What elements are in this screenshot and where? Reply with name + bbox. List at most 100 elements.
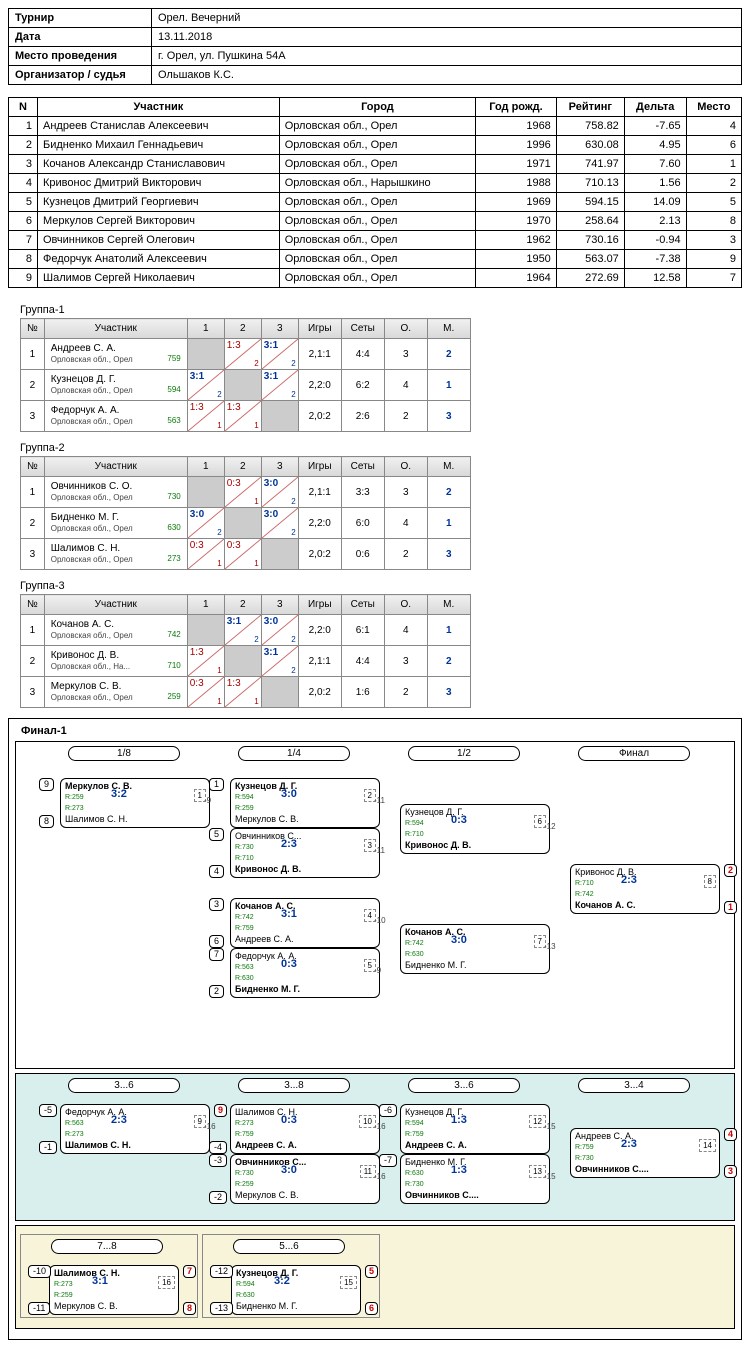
cell: Орловская обл., Орел	[279, 117, 475, 136]
participant-cell: Кузнецов Д. Г. Орловская обл., Орел594	[44, 370, 187, 401]
info-label: Турнир	[9, 9, 152, 28]
col-header: Участник	[44, 319, 187, 339]
cell: 4	[384, 615, 427, 646]
score-cell: 1:3 1	[187, 646, 224, 677]
cell: Шалимов Сергей Николаевич	[38, 269, 280, 288]
cell: 3	[384, 477, 427, 508]
cell: 1970	[476, 212, 557, 231]
score-cell: 3:0 2	[187, 508, 224, 539]
participant-cell: Овчинников С. О. Орловская обл., Орел730	[44, 477, 187, 508]
col-header: N	[9, 98, 38, 117]
score-cell: 1:3 1	[187, 401, 224, 432]
diag-cell	[224, 508, 261, 539]
bracket-title: Финал-1	[21, 725, 735, 737]
col-header: Игры	[298, 595, 341, 615]
diag-cell	[224, 646, 261, 677]
cell: 3	[384, 339, 427, 370]
score-cell: 1:3 1	[224, 401, 261, 432]
diag-cell	[187, 339, 224, 370]
cell: 1969	[476, 193, 557, 212]
col-header: М.	[427, 319, 470, 339]
cell: Орловская обл., Орел	[279, 231, 475, 250]
cell: 2	[686, 174, 741, 193]
cell: Орловская обл., Нарышкино	[279, 174, 475, 193]
score-cell: 0:3 1	[187, 539, 224, 570]
match-box: Меркулов С. В. R:259R:273 Шалимов С. Н. …	[60, 778, 210, 828]
cell: 730.16	[556, 231, 624, 250]
col-header: 2	[224, 319, 261, 339]
cell: 1996	[476, 136, 557, 155]
col-header: Участник	[38, 98, 280, 117]
score-cell: 3:1 2	[261, 646, 298, 677]
cell: 2	[21, 646, 45, 677]
cell: Орловская обл., Орел	[279, 136, 475, 155]
edge-label: -9	[204, 796, 211, 805]
diag-cell	[261, 401, 298, 432]
cell: 1988	[476, 174, 557, 193]
cell: 1968	[476, 117, 557, 136]
cell: 14.09	[624, 193, 686, 212]
cell: 4.95	[624, 136, 686, 155]
cell: -0.94	[624, 231, 686, 250]
edge-label: -12	[544, 822, 556, 831]
score-cell: 3:1 2	[224, 615, 261, 646]
col-header: Игры	[298, 457, 341, 477]
bracket-cons2: 7...8 Шалимов С. Н. R:273R:259 Меркулов С…	[15, 1225, 735, 1329]
col-header: Сеты	[341, 595, 384, 615]
bracket-box: Финал-1 1/81/41/2ФиналМеркулов С. В. R:2…	[8, 718, 742, 1340]
cell: 2	[384, 401, 427, 432]
cell: 758.82	[556, 117, 624, 136]
cell: 4	[9, 174, 38, 193]
match-box: Федорчук А. А. R:563R:630 Бидненко М. Г.…	[230, 948, 380, 998]
cell: Федорчук Анатолий Алексеевич	[38, 250, 280, 269]
cell: 710.13	[556, 174, 624, 193]
cell: 563.07	[556, 250, 624, 269]
match-box: Шалимов С. Н. R:273R:259 Меркулов С. В. …	[49, 1265, 179, 1315]
col-header: Сеты	[341, 457, 384, 477]
info-table: ТурнирОрел. ВечернийДата13.11.2018Место …	[8, 8, 742, 85]
cell: 5	[686, 193, 741, 212]
edge-label: -16	[374, 1122, 386, 1131]
cell: Овчинников Сергей Олегович	[38, 231, 280, 250]
participant-cell: Андреев С. А. Орловская обл., Орел759	[44, 339, 187, 370]
group-table: №Участник123ИгрыСетыО.М.1 Андреев С. А. …	[20, 318, 471, 432]
group-table: №Участник123ИгрыСетыО.М.1 Овчинников С. …	[20, 456, 471, 570]
cell: 2,1:1	[298, 339, 341, 370]
score-cell: 3:1 2	[187, 370, 224, 401]
cell: Кочанов Александр Станиславович	[38, 155, 280, 174]
cell: 3	[686, 231, 741, 250]
col-header: №	[21, 457, 45, 477]
cell: Орловская обл., Орел	[279, 250, 475, 269]
col-header: 1	[187, 595, 224, 615]
match-box: Кузнецов Д. Г. R:594R:630 Бидненко М. Г.…	[231, 1265, 361, 1315]
round-header: 3...6	[408, 1078, 520, 1093]
cell: Орловская обл., Орел	[279, 269, 475, 288]
cell: 2,2:0	[298, 508, 341, 539]
participants-table: NУчастникГородГод рожд.РейтингДельтаМест…	[8, 97, 742, 288]
group-table: №Участник123ИгрыСетыО.М.1 Кочанов А. С. …	[20, 594, 471, 708]
match-box: Кузнецов Д. Г. R:594R:759 Андреев С. А. …	[400, 1104, 550, 1154]
place-cell: 2	[427, 339, 470, 370]
cell: 4	[686, 117, 741, 136]
participant-cell: Кочанов А. С. Орловская обл., Орел742	[44, 615, 187, 646]
cell: Бидненко Михаил Геннадьевич	[38, 136, 280, 155]
cell: -7.65	[624, 117, 686, 136]
cell: 258.64	[556, 212, 624, 231]
match-box: Андреев С. А. R:759R:730 Овчинников С...…	[570, 1128, 720, 1178]
col-header: 3	[261, 457, 298, 477]
col-header: 3	[261, 595, 298, 615]
edge-label: -13	[544, 942, 556, 951]
cell: 6:1	[341, 615, 384, 646]
match-box: Овчинников С... R:730R:710 Кривонос Д. В…	[230, 828, 380, 878]
cell: 1	[21, 615, 45, 646]
match-box: Федорчук А. А. R:563R:273 Шалимов С. Н. …	[60, 1104, 210, 1154]
cell: 741.97	[556, 155, 624, 174]
col-header: О.	[384, 319, 427, 339]
round-header: 7...8	[51, 1239, 163, 1254]
bracket-cons1: 3...63...83...63...4Федорчук А. А. R:563…	[15, 1073, 735, 1221]
match-box: Кривонос Д. В. R:710R:742 Кочанов А. С. …	[570, 864, 720, 914]
score-cell: 0:3 1	[224, 477, 261, 508]
cell: 5	[9, 193, 38, 212]
cell: Орловская обл., Орел	[279, 155, 475, 174]
round-header: 1/2	[408, 746, 520, 761]
